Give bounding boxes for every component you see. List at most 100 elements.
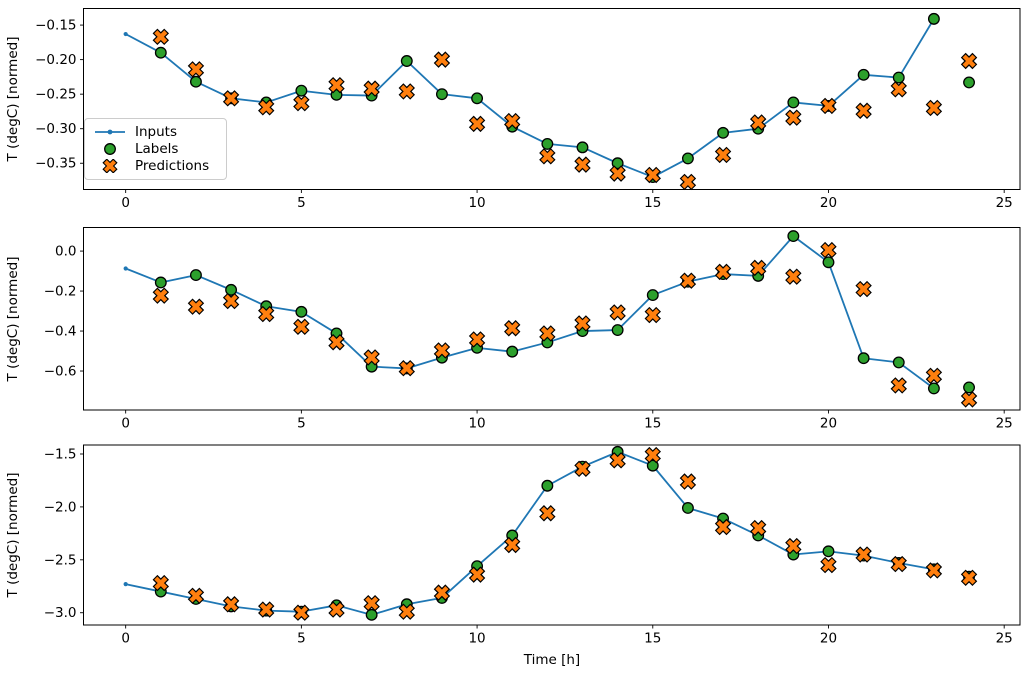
y-tick-label: −0.20 [35, 52, 76, 68]
predictions-marker [329, 335, 344, 349]
y-tick-label: −2.5 [44, 552, 77, 568]
labels-marker [646, 289, 659, 302]
predictions-marker [294, 96, 308, 110]
labels-marker [822, 256, 835, 269]
inputs-legend-dot [107, 129, 113, 135]
predictions-marker [154, 289, 168, 303]
predictions-marker [857, 104, 871, 118]
predictions-marker [259, 307, 273, 321]
predictions-marker [189, 300, 203, 314]
labels-legend-circle [104, 143, 116, 155]
predictions-marker [857, 547, 871, 562]
predictions-marker [962, 392, 976, 406]
predictions-marker [751, 115, 765, 130]
axes-frame [83, 227, 1021, 411]
predictions-marker [259, 100, 273, 114]
x-tick-label: 0 [121, 416, 130, 432]
predictions-marker [540, 326, 554, 340]
predictions-marker [189, 62, 203, 76]
labels-marker [225, 283, 238, 296]
predictions-marker [646, 168, 660, 182]
labels-marker [611, 324, 624, 336]
predictions-marker [505, 114, 519, 128]
predictions-marker [470, 568, 484, 582]
predictions-marker [435, 586, 449, 600]
labels-marker [717, 126, 730, 139]
legend: Inputs Labels Predictions [84, 118, 227, 180]
labels-marker [154, 276, 167, 289]
labels-marker [857, 68, 870, 81]
axes-frame [83, 444, 1021, 626]
labels-marker [787, 230, 800, 243]
labels-marker [435, 88, 448, 101]
subplot-2: 0 5 10 15 20 25 0.0 −0.2 −0.4 −0.6 [44, 227, 1021, 432]
predictions-marker [540, 149, 554, 163]
predictions-marker [927, 369, 941, 383]
predictions-marker [575, 316, 590, 331]
x-tick-label: 25 [996, 416, 1013, 432]
inputs-line [125, 235, 935, 390]
predictions-marker [470, 117, 484, 131]
predictions-marker [611, 305, 625, 320]
predictions-marker [224, 597, 238, 611]
predictions-marker [540, 506, 554, 520]
labels-marker [611, 157, 624, 170]
predictions-marker [365, 350, 379, 364]
labels-marker [471, 92, 484, 105]
predictions-marker [259, 602, 273, 617]
labels-marker [646, 459, 659, 472]
y-tick-label: −2.0 [44, 499, 77, 515]
labels-marker [506, 345, 519, 358]
predictions-marker [154, 30, 168, 44]
predictions-marker [365, 82, 379, 96]
predictions-marker [646, 448, 660, 462]
predictions-x-icon [94, 159, 126, 174]
x-tick-label: 5 [297, 416, 306, 432]
labels-marker [576, 141, 589, 154]
subplot-3: 0 5 10 15 20 25 −1.5 −2.0 −2.5 −3.0 [44, 444, 1021, 647]
predictions-marker [716, 520, 730, 534]
predictions-marker [892, 378, 906, 392]
predictions-marker [575, 158, 590, 172]
predictions-marker [786, 270, 800, 284]
x-tick-label: 20 [820, 195, 837, 211]
y-tick-label: −0.15 [35, 18, 76, 34]
predictions-marker [329, 602, 344, 617]
y-axis-label-subplot-1: T (degC) [normed] [5, 37, 21, 163]
x-tick-label: 0 [121, 195, 130, 211]
predictions-marker [611, 453, 625, 467]
predictions-marker [646, 308, 660, 322]
y-tick-label: −0.30 [35, 121, 76, 137]
predictions-marker [329, 78, 344, 92]
predictions-marker [575, 462, 590, 476]
predictions-marker [681, 274, 695, 288]
predictions-marker [892, 557, 906, 571]
labels-circle-icon [94, 142, 126, 156]
labels-marker [857, 352, 870, 365]
labels-marker [154, 46, 167, 59]
x-tick-label: 10 [468, 416, 485, 432]
x-tick-label: 15 [644, 416, 661, 432]
legend-label-predictions: Predictions [135, 158, 210, 175]
x-axis-label: Time [h] [523, 652, 580, 668]
predictions-marker [400, 84, 414, 98]
predictions-marker [505, 538, 519, 552]
predictions-marker [927, 101, 941, 115]
predictions-marker [786, 539, 800, 553]
subplot-1: 0 5 10 15 20 25 −0.15 −0.20 −0.25 −0.30 −0.35 [35, 8, 1021, 211]
x-tick-label: 20 [820, 631, 837, 647]
predictions-marker [821, 243, 836, 257]
legend-label-labels: Labels [135, 140, 179, 157]
x-tick-label: 5 [297, 631, 306, 647]
predictions-marker [224, 91, 238, 105]
legend-item-inputs: Inputs [94, 123, 217, 140]
x-tick-label: 25 [996, 631, 1013, 647]
x-tick-label: 20 [820, 416, 837, 432]
predictions-marker [365, 596, 379, 610]
predictions-marker [294, 320, 308, 334]
labels-marker [892, 71, 905, 84]
x-tick-label: 10 [468, 631, 485, 647]
predictions-marker [786, 111, 800, 125]
predictions-marker [857, 282, 871, 296]
